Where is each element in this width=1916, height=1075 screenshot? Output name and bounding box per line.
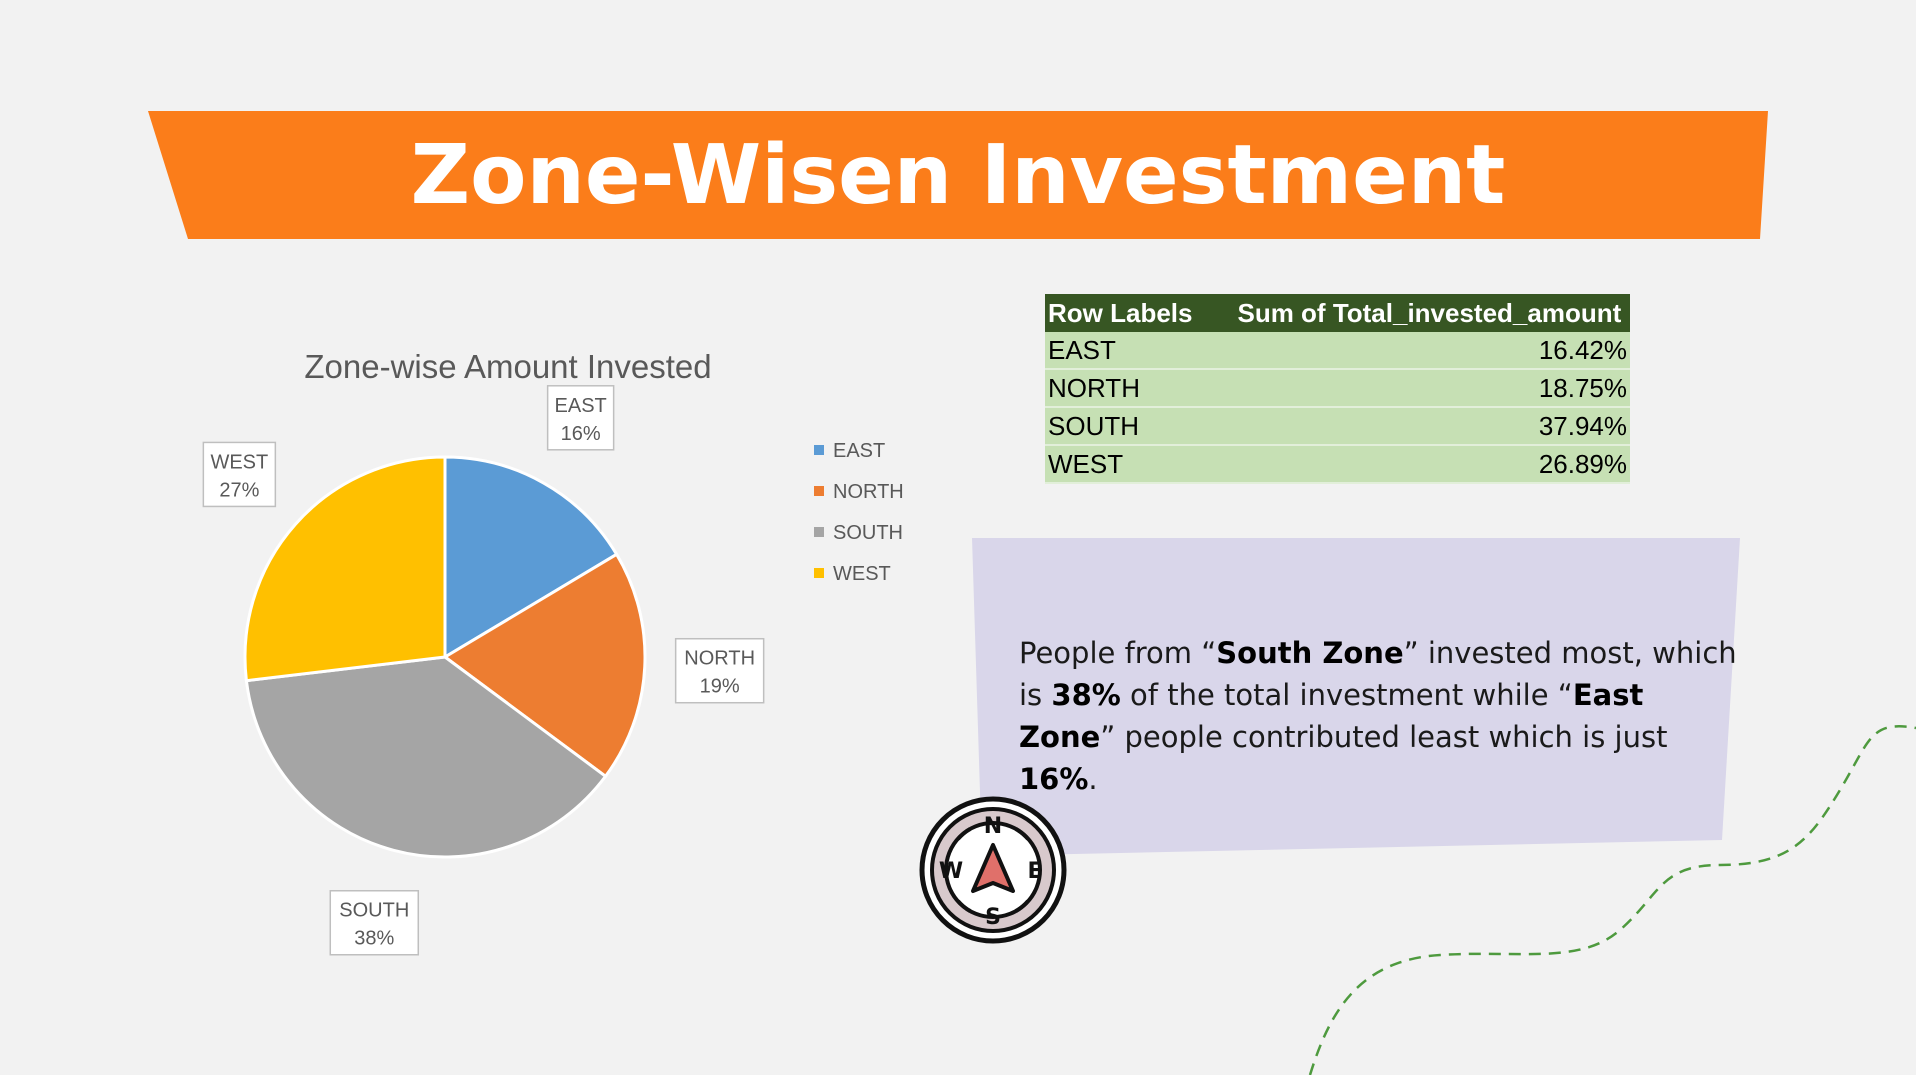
legend-swatch-east bbox=[814, 445, 824, 455]
legend-swatch-north bbox=[814, 486, 824, 496]
compass-icon: N E S W bbox=[919, 796, 1067, 944]
legend-swatch-south bbox=[814, 527, 824, 537]
compass-north-label: N bbox=[984, 814, 1002, 839]
row-value: 18.75% bbox=[1197, 369, 1630, 408]
data-label-percent: 27% bbox=[219, 479, 259, 501]
insight-highlight-south: South Zone bbox=[1216, 636, 1404, 670]
table-row[interactable]: NORTH 18.75% bbox=[1045, 369, 1630, 408]
insight-highlight-38: 38% bbox=[1051, 678, 1121, 712]
legend-label-south[interactable]: SOUTH bbox=[833, 522, 903, 544]
insight-span: People from “ bbox=[1019, 636, 1217, 670]
data-label-percent: 19% bbox=[700, 676, 740, 698]
data-label-category: EAST bbox=[555, 395, 607, 417]
insight-highlight-east: East Zone bbox=[1019, 678, 1644, 754]
legend-label-north[interactable]: NORTH bbox=[833, 481, 904, 503]
banner-shape bbox=[148, 111, 1768, 239]
pivot-table: Row Labels Sum of Total_invested_amount … bbox=[1045, 294, 1630, 484]
legend-swatch-west bbox=[814, 568, 824, 578]
table-row[interactable]: WEST 26.89% bbox=[1045, 445, 1630, 484]
row-label: SOUTH bbox=[1045, 407, 1198, 446]
compass-south-label: S bbox=[985, 905, 1001, 930]
table-row[interactable]: SOUTH 37.94% bbox=[1045, 407, 1630, 446]
row-value: 26.89% bbox=[1197, 445, 1630, 484]
data-label-north: NORTH 19% bbox=[674, 637, 765, 704]
data-label-south: SOUTH 38% bbox=[329, 889, 420, 956]
row-value: 37.94% bbox=[1197, 407, 1630, 446]
pie-slice-south[interactable] bbox=[244, 655, 608, 859]
insight-text: People from “South Zone” invested most, … bbox=[1019, 632, 1739, 800]
compass-needle bbox=[971, 843, 1015, 893]
data-label-east: EAST 16% bbox=[546, 385, 615, 451]
row-label: NORTH bbox=[1045, 369, 1198, 408]
chart-title: Zone-wise Amount Invested bbox=[304, 348, 711, 385]
row-label: EAST bbox=[1045, 332, 1198, 370]
insight-highlight-16: 16% bbox=[1019, 762, 1089, 796]
insight-span: . bbox=[1088, 762, 1098, 796]
data-label-west: WEST 27% bbox=[202, 441, 277, 508]
insight-span: ” people contributed least which is just bbox=[1100, 720, 1668, 754]
data-label-category: NORTH bbox=[684, 648, 755, 670]
pivot-header-row-labels[interactable]: Row Labels bbox=[1045, 294, 1198, 332]
pivot-header-row: Row Labels Sum of Total_invested_amount bbox=[1045, 294, 1630, 332]
data-label-category: SOUTH bbox=[339, 900, 409, 922]
legend-label-west[interactable]: WEST bbox=[833, 563, 891, 585]
legend-label-east[interactable]: EAST bbox=[833, 440, 885, 462]
data-label-percent: 16% bbox=[561, 423, 601, 445]
pie-slice-east[interactable] bbox=[443, 455, 619, 660]
row-value: 16.42% bbox=[1197, 332, 1630, 370]
row-label: WEST bbox=[1045, 445, 1198, 484]
data-label-category: WEST bbox=[210, 451, 268, 473]
pie-slice-west[interactable] bbox=[243, 455, 447, 683]
insight-span: ” invested most, which is bbox=[1019, 636, 1737, 712]
pie-slice-north[interactable] bbox=[442, 552, 647, 779]
title-banner: Zone-Wisen Investment bbox=[148, 111, 1768, 239]
data-label-percent: 38% bbox=[354, 928, 394, 950]
insight-span: of the total investment while “ bbox=[1120, 678, 1573, 712]
compass-east-label: E bbox=[1027, 859, 1042, 884]
compass-west-label: W bbox=[939, 859, 963, 884]
pivot-header-sum[interactable]: Sum of Total_invested_amount bbox=[1197, 294, 1630, 332]
table-row[interactable]: EAST 16.42% bbox=[1045, 332, 1630, 370]
page-title: Zone-Wisen Investment bbox=[410, 127, 1506, 223]
